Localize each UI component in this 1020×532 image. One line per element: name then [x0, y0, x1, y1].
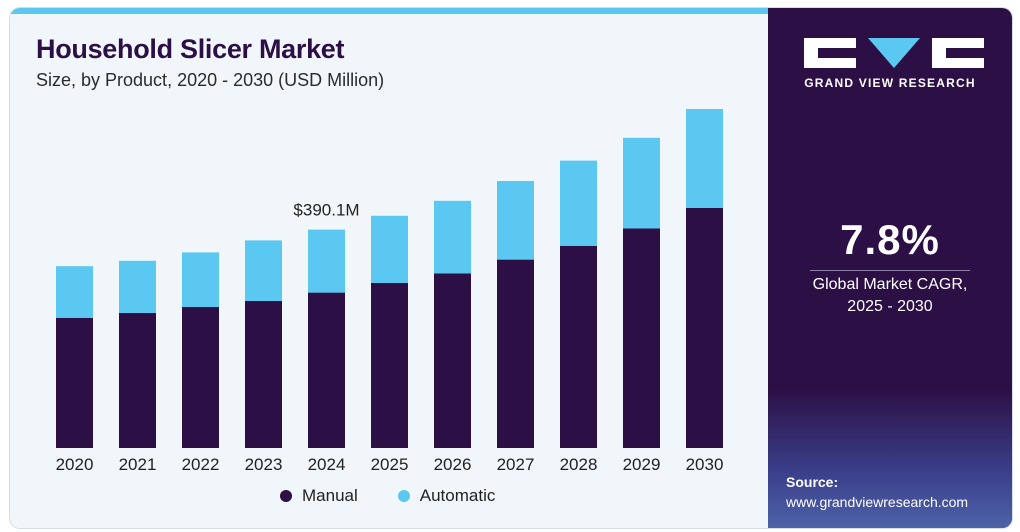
bar-automatic-2022 — [182, 252, 219, 307]
legend-dot-manual — [280, 490, 292, 502]
infographic-card: Household Slicer Market Size, by Product… — [10, 8, 1012, 528]
x-tick-label-2022: 2022 — [182, 455, 220, 474]
bar-manual-2021 — [119, 313, 156, 448]
source-block: Source: www.grandviewresearch.com — [786, 472, 968, 512]
bar-automatic-2027 — [497, 181, 534, 260]
bar-manual-2026 — [434, 273, 471, 448]
bar-chart: 2020 2021 2022 2023 2024 2025 2026 2027 2028 2029… — [56, 109, 724, 474]
chart-legend: Manual Automatic — [280, 486, 525, 506]
x-tick-label-2021: 2021 — [119, 455, 157, 474]
cagr-label: Global Market CAGR, 2025 - 2030 — [768, 274, 1012, 318]
bar-manual-2025 — [371, 283, 408, 448]
source-label: Source: — [786, 474, 839, 490]
source-url[interactable]: www.grandviewresearch.com — [786, 494, 969, 510]
bar-automatic-2025 — [371, 215, 408, 283]
legend-label-automatic: Automatic — [419, 486, 496, 505]
cagr-label-line1: Global Market CAGR, — [812, 276, 968, 293]
bar-automatic-2023 — [245, 240, 282, 301]
bar-automatic-2028 — [560, 160, 597, 246]
x-tick-label-2020: 2020 — [56, 455, 94, 474]
bar-manual-2020 — [56, 317, 93, 448]
decorative-grid — [768, 388, 1012, 528]
chart-panel: Household Slicer Market Size, by Product… — [10, 8, 768, 528]
bar-automatic-2030 — [686, 109, 723, 208]
brand-name: GRAND VIEW RESEARCH — [804, 76, 976, 90]
bar-manual-2027 — [497, 259, 534, 448]
bar-automatic-2021 — [119, 260, 156, 313]
x-tick-label-2028: 2028 — [560, 455, 598, 474]
cagr-value: 7.8% — [840, 216, 940, 263]
bar-automatic-2024 — [308, 229, 345, 293]
x-tick-label-2026: 2026 — [434, 455, 472, 474]
brand-logo — [804, 36, 984, 96]
cagr-label-line2: 2025 - 2030 — [847, 298, 933, 315]
bar-automatic-2026 — [434, 200, 471, 274]
x-tick-label-2029: 2029 — [623, 455, 661, 474]
x-tick-label-2023: 2023 — [245, 455, 283, 474]
divider — [810, 270, 970, 271]
bar-manual-2028 — [560, 245, 597, 448]
bar-automatic-2029 — [623, 137, 660, 229]
legend-dot-automatic — [397, 490, 410, 502]
x-tick-label-2027: 2027 — [497, 455, 535, 474]
bar-manual-2022 — [182, 307, 219, 448]
bar-manual-2029 — [623, 228, 660, 448]
legend-item-automatic: Automatic — [397, 486, 496, 506]
data-label-2024: $390.1M — [293, 201, 359, 220]
logo-icon — [804, 38, 984, 68]
page-title: Household Slicer Market — [36, 34, 345, 64]
accent-bar — [10, 8, 768, 14]
bar-automatic-2020 — [56, 266, 93, 318]
legend-label-manual: Manual — [302, 486, 358, 505]
sidebar-panel: GRAND VIEW RESEARCH 7.8% Global Market C… — [768, 8, 1012, 528]
bar-manual-2023 — [245, 301, 282, 448]
legend-item-manual: Manual — [280, 486, 358, 506]
chart-subtitle: Size, by Product, 2020 - 2030 (USD Milli… — [36, 70, 385, 90]
bar-manual-2024 — [308, 292, 345, 448]
x-tick-label-2024: 2024 — [308, 455, 346, 474]
x-tick-label-2025: 2025 — [371, 455, 409, 474]
bar-manual-2030 — [686, 208, 723, 448]
x-tick-label-2030: 2030 — [686, 455, 724, 474]
